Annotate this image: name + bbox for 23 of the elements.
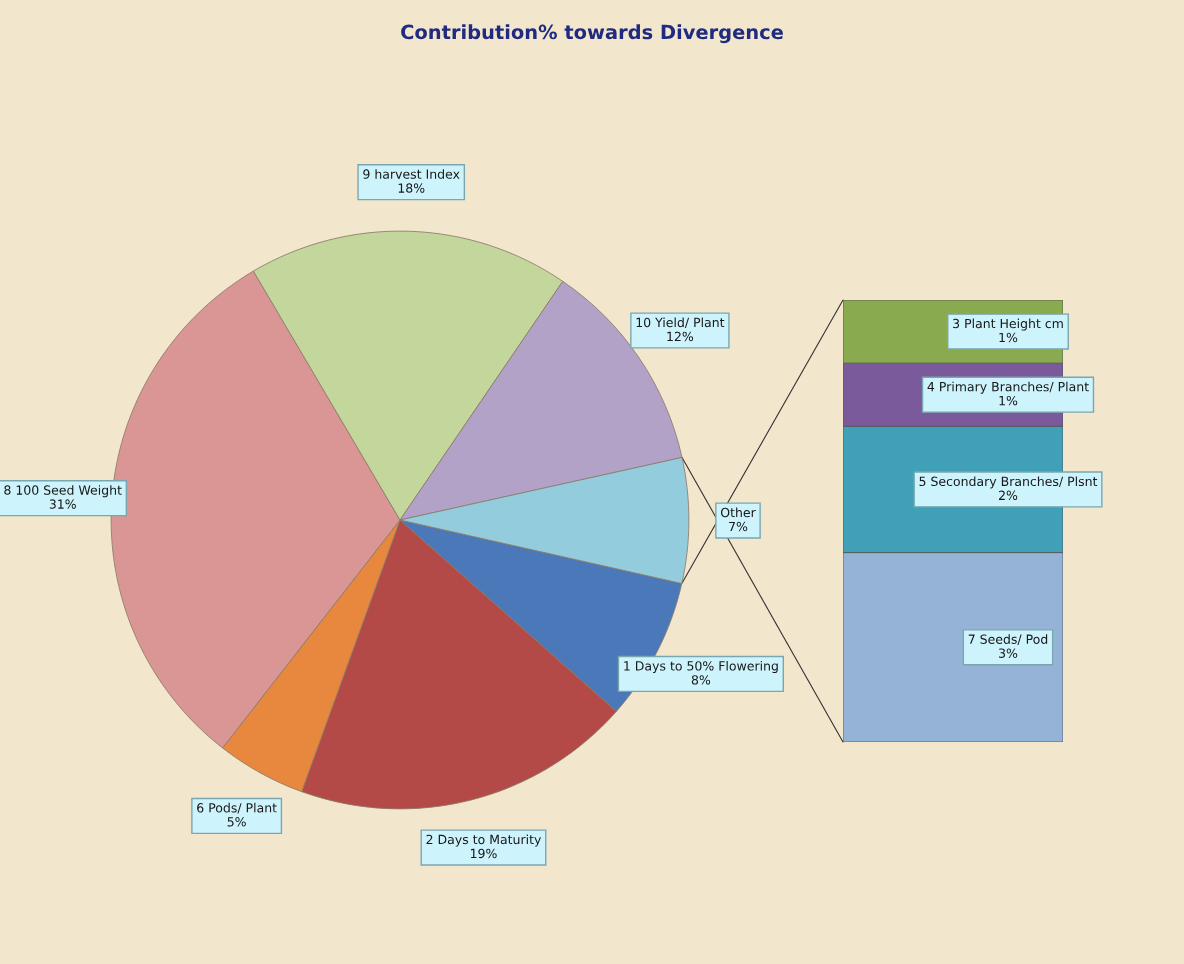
data-label: 3% bbox=[999, 648, 1018, 658]
data-label: 8% bbox=[691, 675, 711, 685]
slice-label: 9 harvest Index bbox=[363, 169, 460, 179]
slice-label: 8 100 Seed Weight bbox=[4, 485, 122, 498]
slice-label: 6 Pods/ Plant bbox=[197, 802, 277, 814]
slice-label: Other bbox=[720, 507, 756, 518]
slice-label: 2 Days to Maturity bbox=[426, 834, 542, 847]
series-label: 3 Plant Height cm bbox=[953, 318, 1063, 331]
data-label: 12% bbox=[667, 331, 694, 342]
data-label: 31% bbox=[49, 499, 76, 509]
data-label: 19% bbox=[470, 848, 497, 859]
slice-label: 10 Yield/ Plant bbox=[636, 317, 725, 329]
series-label: 4 Primary Branches/ Plant bbox=[927, 381, 1089, 394]
data-label: 1% bbox=[999, 332, 1018, 343]
slice-label: 1 Days to 50% Flowering bbox=[624, 660, 778, 674]
data-label: 1% bbox=[999, 395, 1018, 406]
data-label: 5% bbox=[227, 817, 246, 827]
data-label: 7% bbox=[729, 521, 748, 532]
data-label: 2% bbox=[999, 490, 1018, 501]
series-label: 7 Seeds/ Pod bbox=[968, 634, 1048, 645]
series-label: 5 Secondary Branches/ Plsnt bbox=[919, 476, 1098, 489]
data-label: 18% bbox=[398, 183, 425, 193]
chart-title: Contribution% towards Divergence bbox=[401, 24, 783, 44]
